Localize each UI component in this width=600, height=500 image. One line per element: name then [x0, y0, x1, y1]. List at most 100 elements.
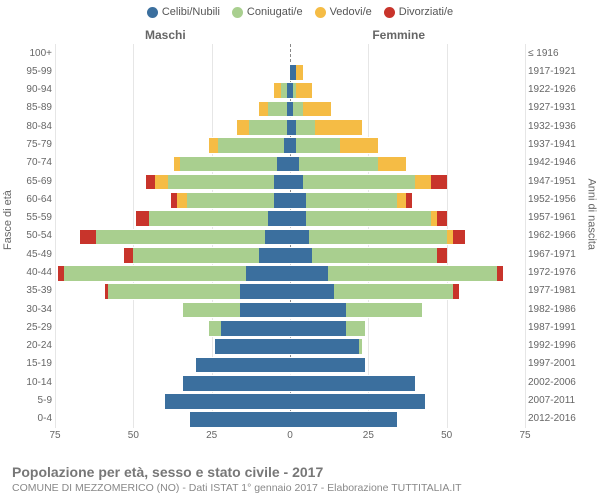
bar [290, 357, 365, 372]
bar [290, 229, 465, 244]
age-label: 65-69 [0, 172, 52, 190]
age-label: 100+ [0, 44, 52, 62]
bar [290, 101, 331, 116]
bar [209, 320, 290, 335]
xtick-label: 75 [49, 430, 60, 441]
age-label: 85-89 [0, 99, 52, 117]
birth-label: 1957-1961 [528, 209, 600, 227]
segment-celibi [290, 320, 346, 337]
segment-vedovi [209, 137, 218, 154]
pyramid-row [55, 99, 525, 117]
birth-label: 1987-1991 [528, 318, 600, 336]
segment-celibi [290, 283, 334, 300]
pyramid-row [55, 81, 525, 99]
bar [146, 174, 290, 189]
pyramid-row [55, 117, 525, 135]
segment-celibi [165, 393, 290, 410]
male-half [55, 355, 290, 373]
birth-label: 1922-1926 [528, 81, 600, 99]
segment-vedovi [177, 192, 186, 209]
legend-swatch [384, 7, 395, 18]
male-half [55, 190, 290, 208]
female-half [290, 172, 525, 190]
female-half [290, 410, 525, 428]
female-half [290, 355, 525, 373]
segment-celibi [290, 156, 299, 173]
birth-year-labels: ≤ 19161917-19211922-19261927-19311932-19… [525, 44, 600, 428]
bar [290, 338, 362, 353]
segment-divorziati [146, 174, 155, 191]
age-label: 25-29 [0, 318, 52, 336]
birth-label: 1972-1976 [528, 263, 600, 281]
xtick-label: 50 [441, 430, 452, 441]
bar [290, 283, 459, 298]
birth-label: 1947-1951 [528, 172, 600, 190]
segment-coniugati [96, 229, 265, 246]
segment-celibi [290, 265, 328, 282]
pyramid-row [55, 62, 525, 80]
segment-vedovi [259, 101, 268, 118]
segment-coniugati [346, 302, 421, 319]
female-half [290, 190, 525, 208]
segment-coniugati [64, 265, 246, 282]
bar [290, 119, 362, 134]
female-half [290, 135, 525, 153]
segment-coniugati [187, 192, 275, 209]
bar [190, 411, 290, 426]
birth-label: 1917-1921 [528, 62, 600, 80]
segment-vedovi [303, 101, 331, 118]
bar [290, 411, 397, 426]
segment-celibi [290, 338, 359, 355]
age-label: 80-84 [0, 117, 52, 135]
male-half [55, 318, 290, 336]
segment-divorziati [80, 229, 96, 246]
bar [183, 375, 290, 390]
chart-footer: Popolazione per età, sesso e stato civil… [12, 464, 588, 494]
legend-swatch [232, 7, 243, 18]
female-half [290, 245, 525, 263]
segment-celibi [274, 174, 290, 191]
legend-item-divorziati: Divorziati/e [384, 6, 453, 18]
female-half [290, 154, 525, 172]
segment-vedovi [155, 174, 168, 191]
segment-coniugati [334, 283, 453, 300]
segment-celibi [265, 229, 290, 246]
segment-celibi [290, 174, 303, 191]
birth-label: 1982-1986 [528, 300, 600, 318]
segment-celibi [290, 247, 312, 264]
segment-divorziati [497, 265, 503, 282]
male-half [55, 337, 290, 355]
segment-divorziati [406, 192, 412, 209]
birth-label: 1962-1966 [528, 227, 600, 245]
male-half [55, 373, 290, 391]
female-half [290, 227, 525, 245]
female-half [290, 282, 525, 300]
segment-coniugati [306, 210, 431, 227]
legend-swatch [315, 7, 326, 18]
segment-celibi [290, 357, 365, 374]
bar [290, 210, 447, 225]
legend-label: Celibi/Nubili [162, 6, 220, 18]
birth-label: 1927-1931 [528, 99, 600, 117]
birth-label: 2007-2011 [528, 391, 600, 409]
pyramid-row [55, 355, 525, 373]
age-label: 75-79 [0, 135, 52, 153]
pyramid-row [55, 263, 525, 281]
age-label: 0-4 [0, 410, 52, 428]
segment-coniugati [309, 229, 447, 246]
legend-label: Divorziati/e [399, 6, 453, 18]
birth-label: 1932-1936 [528, 117, 600, 135]
segment-celibi [290, 210, 306, 227]
pyramid-row [55, 282, 525, 300]
pyramid-row [55, 245, 525, 263]
bar [105, 283, 290, 298]
male-half [55, 62, 290, 80]
male-half [55, 410, 290, 428]
segment-vedovi [340, 137, 378, 154]
population-pyramid-chart: Celibi/NubiliConiugati/eVedovi/eDivorzia… [0, 0, 600, 500]
segment-coniugati [296, 119, 315, 136]
segment-coniugati [293, 101, 302, 118]
segment-vedovi [296, 82, 312, 99]
bar [290, 156, 406, 171]
segment-coniugati [249, 119, 287, 136]
